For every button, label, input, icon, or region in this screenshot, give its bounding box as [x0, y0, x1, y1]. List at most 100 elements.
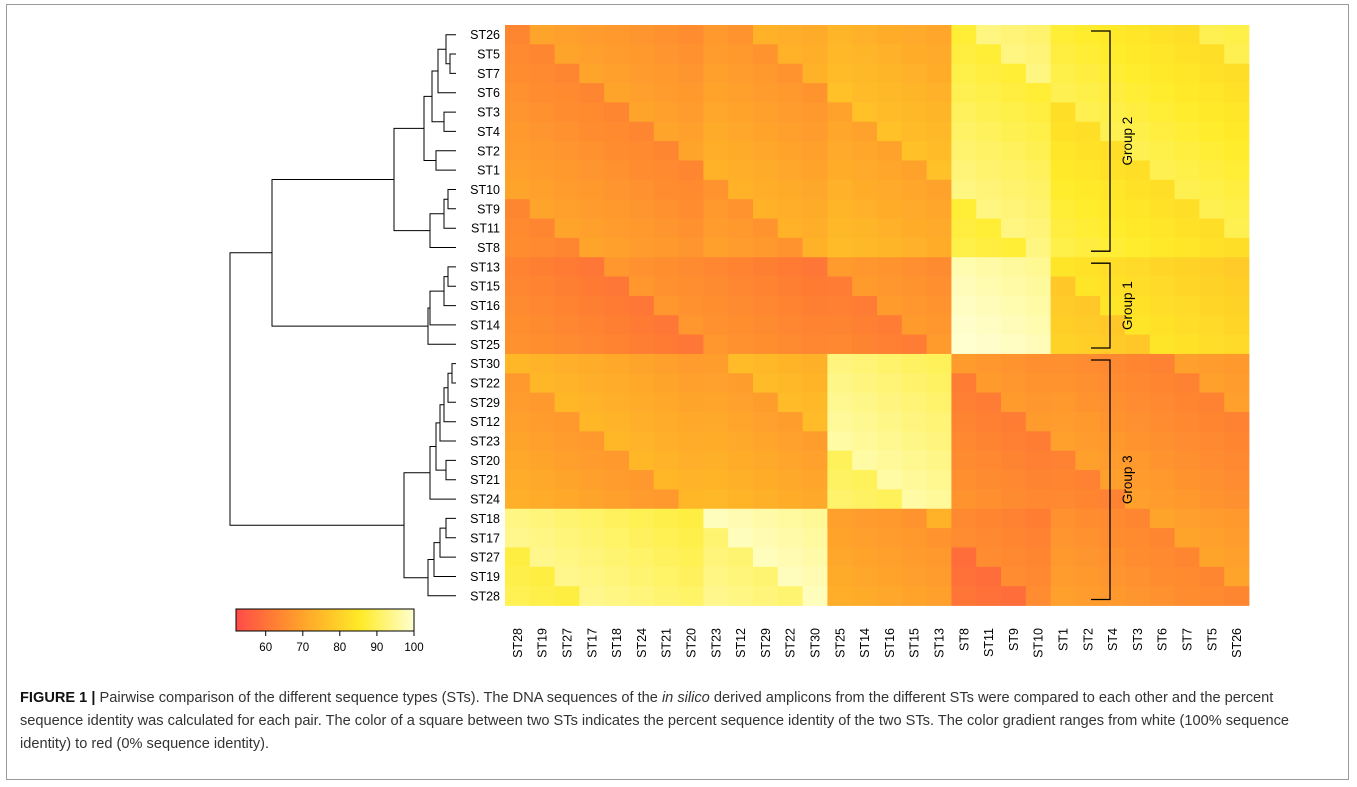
heatmap-cell [579, 373, 605, 394]
heatmap-cell [1025, 237, 1051, 258]
heatmap-cell [1050, 373, 1076, 394]
heatmap-cell [1149, 470, 1175, 490]
heatmap-cell [703, 83, 729, 103]
heatmap-cell [926, 508, 952, 529]
heatmap-cell [951, 102, 977, 123]
heatmap-cell [728, 25, 754, 45]
heatmap-cell [653, 237, 679, 258]
heatmap-cell [554, 160, 580, 181]
heatmap-cell [1001, 141, 1027, 161]
heatmap-cell [1199, 160, 1225, 181]
heatmap-cell [901, 334, 927, 355]
heatmap-cell [877, 141, 903, 161]
heatmap-cell [951, 44, 977, 65]
row-label: ST12 [470, 415, 500, 429]
heatmap-cell [579, 566, 605, 587]
heatmap-cell [1224, 257, 1250, 277]
heatmap-cell [1149, 353, 1175, 374]
heatmap-cell [579, 353, 605, 374]
column-label: ST9 [1007, 628, 1021, 651]
heatmap-cell [827, 63, 853, 84]
heatmap-cell [877, 315, 903, 335]
heatmap-cell [753, 121, 779, 142]
heatmap-cell [1224, 276, 1250, 297]
heatmap-cell [951, 160, 977, 181]
heatmap-cell [505, 586, 531, 606]
heatmap-cell [678, 392, 704, 413]
heatmap-cell [678, 179, 704, 200]
heatmap-cell [1149, 237, 1175, 258]
heatmap-cell [926, 44, 952, 65]
heatmap-cell [1224, 102, 1250, 123]
heatmap-cell [802, 83, 828, 103]
heatmap-cell [1199, 586, 1225, 606]
heatmap-cell [951, 566, 977, 587]
heatmap-cell [877, 257, 903, 277]
heatmap-cell [976, 489, 1002, 510]
heatmap-cell [926, 489, 952, 510]
heatmap-cell [579, 431, 605, 452]
heatmap-cell [852, 508, 878, 529]
heatmap-cell [1125, 218, 1151, 239]
group-label: Group 3 [1120, 455, 1135, 504]
heatmap-cell [827, 547, 853, 568]
heatmap-cell [653, 257, 679, 277]
heatmap-cell [653, 199, 679, 219]
row-label: ST29 [470, 396, 500, 410]
heatmap-cell [728, 412, 754, 432]
heatmap-cell [653, 25, 679, 45]
heatmap-cell [629, 121, 655, 142]
heatmap-cell [554, 547, 580, 568]
heatmap-cell [629, 566, 655, 587]
heatmap-cell [901, 160, 927, 181]
heatmap-cell [1174, 353, 1200, 374]
heatmap-cell [1125, 315, 1151, 335]
dendrogram-branch [439, 404, 456, 442]
heatmap-cell [1025, 295, 1051, 316]
heatmap-cell [951, 141, 977, 161]
heatmap-cell [926, 160, 952, 181]
heatmap-cell [554, 431, 580, 452]
heatmap-cell [678, 450, 704, 471]
dendrogram-branch [229, 252, 404, 526]
heatmap-cell [951, 179, 977, 200]
heatmap-cell [1050, 276, 1076, 297]
heatmap-cell [604, 295, 630, 316]
heatmap-cell [728, 63, 754, 84]
heatmap-cell [777, 237, 803, 258]
heatmap-cell [951, 295, 977, 316]
heatmap-cell [1224, 315, 1250, 335]
heatmap-cell [1100, 179, 1126, 200]
heatmap-cell [703, 392, 729, 413]
heatmap-cell [1001, 431, 1027, 452]
heatmap-cell [579, 528, 605, 548]
heatmap-cell [753, 334, 779, 355]
heatmap-cell [1199, 276, 1225, 297]
heatmap-cell [827, 199, 853, 219]
heatmap-cell [1149, 199, 1175, 219]
heatmap-cell [529, 353, 555, 374]
heatmap-cell [852, 373, 878, 394]
heatmap-cell [579, 489, 605, 510]
heatmap-cell [554, 392, 580, 413]
heatmap-cell [827, 25, 853, 45]
heatmap-cell [951, 489, 977, 510]
heatmap-cell [604, 489, 630, 510]
heatmap-cell [753, 25, 779, 45]
heatmap-cell [777, 257, 803, 277]
heatmap-cell [852, 412, 878, 432]
heatmap-cell [653, 431, 679, 452]
heatmap-cell [1025, 276, 1051, 297]
caption-text-2: derived amplicons from the different STs… [20, 690, 1290, 752]
heatmap-cell [505, 199, 531, 219]
heatmap-cell [802, 470, 828, 490]
heatmap-cell [1199, 237, 1225, 258]
heatmap-cell [1001, 237, 1027, 258]
heatmap-cell [1125, 121, 1151, 142]
heatmap-cell [653, 83, 679, 103]
heatmap-cell [554, 586, 580, 606]
heatmap-cell [1224, 353, 1250, 374]
heatmap-cell [1001, 586, 1027, 606]
heatmap-cell [802, 63, 828, 84]
heatmap-cell [529, 586, 555, 606]
